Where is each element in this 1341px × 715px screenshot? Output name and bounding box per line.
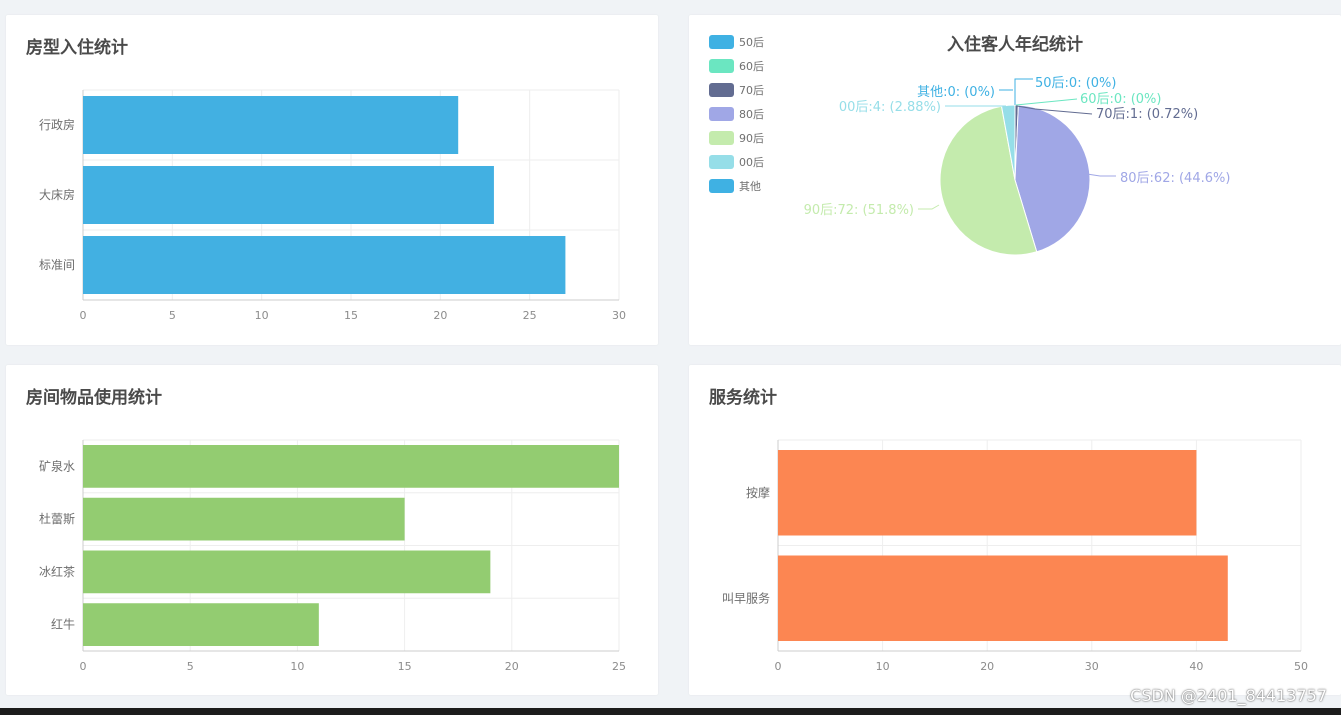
watermark: CSDN @2401_84413757 [1130, 686, 1327, 705]
x-tick-label: 10 [290, 660, 304, 673]
pie-label-line [1086, 173, 1116, 177]
pie-label-line [1015, 98, 1078, 106]
pie-label: 60后:0: (0%) [1080, 92, 1161, 107]
legend-swatch [709, 107, 734, 121]
bottom-bar [0, 708, 1341, 715]
x-tick-label: 30 [1085, 660, 1099, 673]
service-chart: 叫早服务 按摩 0 10 20 30 40 50 [722, 439, 1308, 673]
legend-label: 70后 [739, 84, 764, 97]
legend-label: 60后 [739, 60, 764, 73]
room-items-title: 房间物品使用统计 [26, 388, 162, 408]
bar-room-2 [83, 96, 459, 154]
category-label: 叫早服务 [722, 590, 770, 605]
category-label: 按摩 [746, 485, 770, 500]
x-tick-label: 0 [80, 309, 87, 322]
x-tick-label: 50 [1294, 660, 1308, 673]
legend-label: 其他 [739, 180, 761, 193]
category-label: 杜蕾斯 [39, 511, 75, 526]
x-tick-label: 5 [187, 660, 194, 673]
pie-title: 入住客人年纪统计 [947, 34, 1083, 55]
x-tick-label: 20 [980, 660, 994, 673]
x-tick-label: 10 [876, 660, 890, 673]
pie-label: 80后:62: (44.6%) [1120, 171, 1230, 186]
guest-age-card: 入住客人年纪统计 50后 60后 70后 80后 90后 00后其他 50后:0: (0%) 6… [689, 15, 1341, 345]
x-tick-label: 0 [80, 660, 87, 673]
x-tick-label: 30 [612, 309, 626, 322]
category-label: 行政房 [39, 117, 75, 132]
legend-swatch [709, 83, 734, 97]
room-items-chart: 红牛 冰红茶 杜蕾斯 矿泉水 0 5 10 15 20 25 [39, 439, 626, 673]
legend-swatch [709, 59, 734, 73]
legend-label: 50后 [739, 36, 764, 49]
x-tick-label: 15 [344, 309, 358, 322]
legend-label: 90后 [739, 132, 764, 145]
category-label: 矿泉水 [39, 459, 75, 473]
bar-service-1 [778, 450, 1197, 536]
x-tick-label: 20 [505, 660, 519, 673]
bar-service-0 [778, 555, 1228, 641]
legend-swatch [709, 35, 734, 49]
service-title: 服务统计 [709, 388, 777, 408]
room-type-title: 房型入住统计 [26, 38, 128, 58]
x-tick-label: 0 [775, 660, 782, 673]
bar-items-3 [83, 445, 619, 488]
x-tick-label: 15 [398, 660, 412, 673]
x-tick-label: 25 [523, 309, 537, 322]
pie-slice-4 [939, 105, 1038, 256]
category-label: 红牛 [51, 617, 75, 632]
service-card: 服务统计 叫早服务 按摩 0 10 20 30 40 50 [689, 365, 1341, 695]
bar-room-1 [83, 166, 494, 224]
pie-label-line [1016, 105, 1093, 115]
x-tick-label: 5 [169, 309, 176, 322]
pie-label: 90后:72: (51.8%) [804, 203, 914, 218]
pie-label: 00后:4: (2.88%) [839, 100, 941, 115]
pie-label-line [918, 204, 940, 210]
pie-label: 其他:0: (0%) [917, 85, 995, 100]
pie-label: 70后:1: (0.72%) [1096, 107, 1198, 122]
x-tick-label: 20 [433, 309, 447, 322]
category-label: 大床房 [39, 187, 75, 202]
pie-label-line [1014, 78, 1033, 105]
pie-slice-3 [1014, 104, 1091, 253]
x-tick-label: 25 [612, 660, 626, 673]
bar-items-1 [83, 550, 491, 594]
legend-swatch [709, 155, 734, 169]
x-tick-label: 40 [1189, 660, 1203, 673]
room-type-chart: 标准间 大床房 行政房 0 5 10 15 20 25 30 [39, 89, 626, 322]
legend-label: 80后 [739, 108, 764, 121]
bar-items-0 [83, 603, 319, 646]
pie-label: 50后:0: (0%) [1035, 76, 1116, 91]
legend-swatch [709, 179, 734, 193]
room-items-card: 房间物品使用统计 红牛 冰红茶 杜蕾斯 矿泉水 0 5 10 15 20 25 [6, 365, 658, 695]
bar-items-2 [83, 497, 405, 541]
room-type-card: 房型入住统计 标准间 大床房 行政房 0 5 10 15 20 25 30 [6, 15, 658, 345]
bar-room-0 [83, 236, 566, 294]
x-tick-label: 10 [255, 309, 269, 322]
legend-label: 00后 [739, 156, 764, 169]
category-label: 标准间 [39, 258, 75, 272]
category-label: 冰红茶 [39, 564, 75, 579]
legend-swatch [709, 131, 734, 145]
